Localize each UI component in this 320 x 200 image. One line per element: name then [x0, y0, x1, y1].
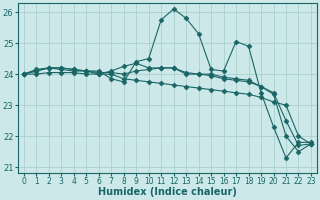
- X-axis label: Humidex (Indice chaleur): Humidex (Indice chaleur): [98, 187, 237, 197]
